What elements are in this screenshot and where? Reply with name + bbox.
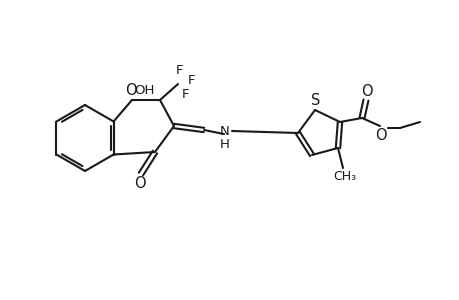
Text: N: N: [220, 124, 230, 137]
Text: CH₃: CH₃: [333, 170, 356, 184]
Text: F: F: [176, 64, 183, 76]
Text: O: O: [360, 83, 372, 98]
Text: F: F: [182, 88, 190, 100]
Text: S: S: [311, 92, 320, 107]
Text: H: H: [219, 137, 230, 151]
Text: O: O: [125, 82, 136, 98]
Text: O: O: [375, 128, 386, 142]
Text: OH: OH: [134, 83, 154, 97]
Text: F: F: [188, 74, 196, 86]
Text: O: O: [134, 176, 146, 190]
